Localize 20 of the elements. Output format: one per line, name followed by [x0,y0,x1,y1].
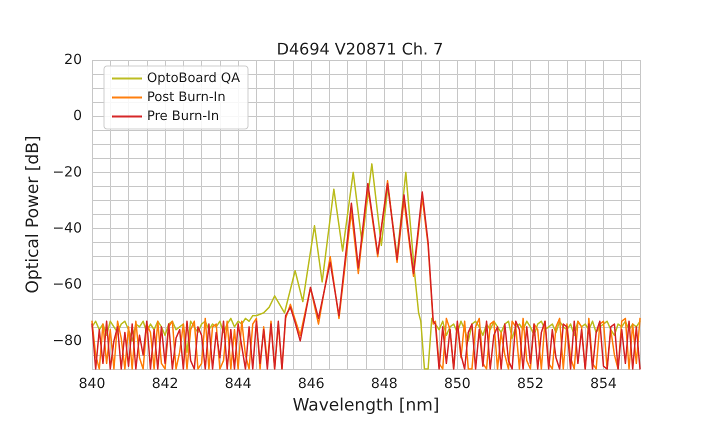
x-tick-label: 846 [298,376,325,392]
y-tick-label: −20 [52,164,82,180]
x-tick-label: 842 [152,376,178,392]
legend-label: Post Burn-In [147,90,226,105]
legend-label: Pre Burn-In [147,109,220,124]
y-tick-label: 20 [64,52,82,68]
x-tick-label: 848 [370,376,398,392]
x-tick-label: 840 [78,376,106,392]
y-tick-label: 0 [73,108,82,124]
x-tick-label: 850 [444,376,471,392]
y-tick-label: −80 [52,332,82,349]
legend-label: OptoBoard QA [147,71,240,86]
y-tick-label: −40 [52,220,82,237]
chart-title: D4694 V20871 Ch. 7 [276,40,444,58]
y-axis-title: Optical Power [dB] [23,136,44,294]
x-tick-label: 852 [517,376,544,392]
x-axis-title: Wavelength [nm] [292,396,440,416]
x-tick-label: 854 [590,376,617,392]
y-tick-label: −60 [52,276,82,293]
x-tick-label: 844 [224,376,252,392]
